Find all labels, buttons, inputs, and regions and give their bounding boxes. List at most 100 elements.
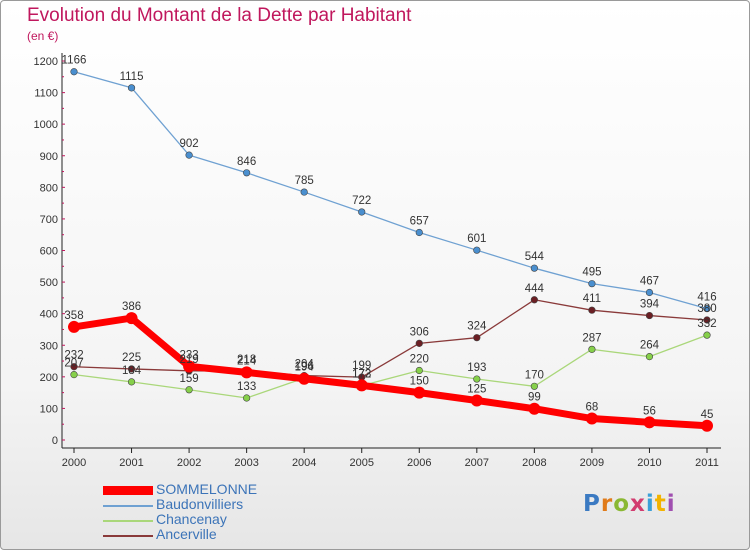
data-label-ancerville: 225 [122,352,141,364]
data-label-chancenay: 332 [697,318,716,330]
data-label-baudonvilliers: 1115 [120,71,144,83]
y-tick-label: 400 [40,309,58,321]
chart-subtitle: (en €) [27,29,59,43]
data-label-sommelonne: 194 [295,362,315,374]
data-label-chancenay: 264 [640,340,660,352]
data-point-sommelonne [298,372,311,385]
y-tick-label: 800 [40,182,58,194]
y-tick-label: 200 [40,372,58,384]
data-label-baudonvilliers: 722 [352,195,371,207]
data-label-ancerville: 444 [525,283,545,295]
data-label-chancenay: 220 [410,354,429,366]
data-label-baudonvilliers: 467 [640,276,659,288]
y-tick-label: 1000 [34,119,58,131]
data-point-baudonvilliers [588,280,596,288]
data-point-chancenay [530,382,538,390]
x-tick-label: 2009 [580,457,604,469]
y-tick-label: 600 [40,246,58,258]
data-point-baudonvilliers [300,188,308,196]
legend-label-ancerville: Ancerville [156,526,217,542]
data-point-baudonvilliers [473,246,481,254]
x-tick-label: 2010 [637,457,661,469]
data-point-chancenay [703,331,711,339]
data-label-chancenay: 159 [179,373,198,385]
x-tick-label: 2008 [522,457,546,469]
data-point-sommelonne [413,386,426,399]
data-label-sommelonne: 173 [352,368,371,380]
data-point-chancenay [127,378,136,386]
x-tick-label: 2007 [465,457,489,469]
chart-series-lines [68,68,713,432]
data-label-sommelonne: 233 [179,349,198,361]
y-tick-label: 900 [40,151,58,163]
data-label-chancenay: 133 [237,381,256,393]
data-point-baudonvilliers [703,305,711,313]
data-label-baudonvilliers: 902 [179,138,198,150]
x-tick-label: 2000 [62,457,86,469]
logo-letter: i [666,491,676,517]
logo-letter: o [613,491,631,517]
data-label-chancenay: 184 [122,365,142,377]
data-point-ancerville [645,311,654,320]
data-point-baudonvilliers [70,68,78,76]
data-point-sommelonne [68,320,80,333]
data-point-chancenay [588,345,596,353]
data-label-ancerville: 380 [697,303,716,315]
data-label-chancenay: 287 [582,332,601,344]
data-label-baudonvilliers: 416 [697,292,716,304]
logo-letter: P [583,491,601,517]
data-label-chancenay: 193 [467,362,486,374]
data-point-ancerville [530,296,538,304]
data-label-sommelonne: 45 [701,409,714,421]
data-point-ancerville [127,365,136,373]
data-label-sommelonne: 99 [528,392,541,404]
x-tick-label: 2002 [177,457,201,469]
series-line-ancerville [73,299,708,378]
y-tick-label: 1100 [34,88,58,100]
data-label-chancenay: 172 [352,369,371,381]
data-label-baudonvilliers: 1166 [62,55,87,67]
x-tick-label: 2005 [349,457,373,469]
data-point-chancenay [473,375,481,383]
data-point-ancerville [70,363,78,371]
data-point-sommelonne [183,360,196,373]
data-point-baudonvilliers [185,151,193,159]
data-label-baudonvilliers: 657 [410,215,429,227]
data-label-ancerville: 411 [583,293,601,305]
data-label-ancerville: 219 [179,354,198,366]
y-tick-label: 500 [40,277,58,289]
data-label-baudonvilliers: 785 [295,175,314,187]
legend-label-baudonvilliers: Baudonvilliers [156,496,244,512]
data-point-sommelonne [125,312,138,325]
data-point-sommelonne [643,416,656,429]
data-label-baudonvilliers: 544 [525,251,545,263]
data-point-sommelonne [470,394,483,407]
y-tick-label: 1200 [34,56,58,68]
data-label-chancenay: 207 [64,358,83,370]
data-point-ancerville [473,334,481,342]
legend-swatch-sommelonne [103,486,153,495]
data-label-baudonvilliers: 601 [467,233,486,245]
data-point-chancenay [415,366,423,375]
data-label-sommelonne: 150 [410,376,429,388]
data-label-chancenay: 170 [525,369,544,381]
legend-swatch-chancenay [103,519,153,522]
data-label-sommelonne: 56 [643,405,656,417]
data-point-sommelonne [701,419,713,432]
y-tick-label: 0 [52,435,58,447]
data-label-ancerville: 204 [295,359,315,371]
data-label-baudonvilliers: 846 [237,156,256,168]
data-point-baudonvilliers [645,288,654,297]
legend-swatch-baudonvilliers [103,504,153,507]
chart-data-labels: 1166 1115 902 846 785 722 657 601 544 495 467 416 20… [62,55,717,421]
x-tick-label: 2006 [407,457,431,469]
series-line-sommelonne [70,314,711,430]
data-label-ancerville: 218 [237,354,256,366]
data-point-ancerville [588,306,596,314]
data-point-sommelonne [355,379,368,392]
x-tick-label: 2003 [234,457,258,469]
logo-letter: t [654,491,667,517]
chart-title: Evolution du Montant de la Dette par Hab… [27,5,412,26]
